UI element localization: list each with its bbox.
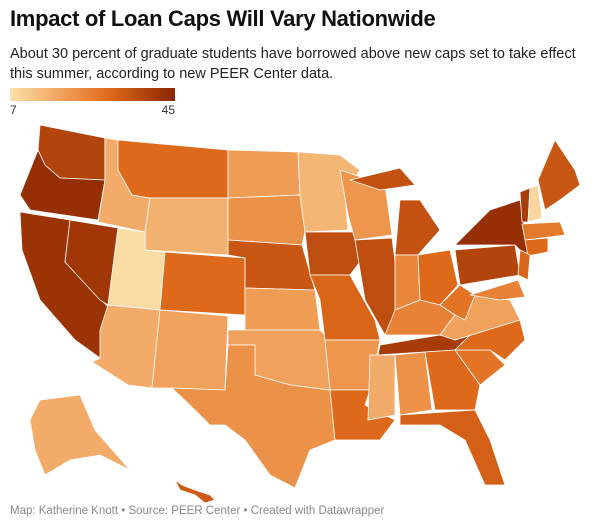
- state-HI[interactable]: HI: 33: [174, 479, 216, 504]
- state-AL[interactable]: AL: 22: [394, 351, 433, 416]
- state-PA[interactable]: PA: 38: [454, 244, 521, 286]
- state-NC[interactable]: NC: 30: [454, 319, 526, 361]
- legend-gradient: [10, 88, 175, 101]
- state-IA[interactable]: IA: 36: [304, 231, 366, 276]
- state-NV[interactable]: NV: 41: [64, 219, 119, 306]
- state-NH[interactable]: NH: 9: [527, 184, 543, 223]
- legend-max: 45: [161, 103, 175, 117]
- state-MI[interactable]: MI: 35: [348, 167, 416, 191]
- state-AK[interactable]: AK: 17: [29, 394, 131, 476]
- state-MD[interactable]: MD: 25: [469, 279, 526, 301]
- state-NJ[interactable]: NJ: 31: [517, 249, 531, 281]
- state-NM[interactable]: NM: 19: [151, 309, 229, 391]
- state-KS[interactable]: KS: 20: [244, 287, 321, 331]
- state-GA[interactable]: GA: 30: [424, 349, 481, 411]
- state-MS[interactable]: MS: 17: [367, 354, 396, 421]
- chart-subtitle: About 30 percent of graduate students ha…: [10, 46, 576, 82]
- state-CO[interactable]: CO: 30: [159, 251, 246, 316]
- legend-min: 7: [10, 103, 17, 117]
- state-MA[interactable]: MA: 27: [521, 221, 566, 241]
- state-CT[interactable]: CT: 30: [524, 237, 549, 257]
- state-SD[interactable]: SD: 22: [227, 194, 306, 246]
- state-MT[interactable]: MT: 30: [117, 139, 229, 199]
- state-WV[interactable]: WV: 28: [439, 284, 476, 321]
- state-TX[interactable]: TX: 22: [170, 344, 336, 489]
- state-OH[interactable]: OH: 30: [417, 249, 459, 306]
- state-WY[interactable]: WY: 16: [144, 197, 229, 256]
- footer-credits: Map: Katherine Knott • Source: PEER Cent…: [10, 505, 385, 517]
- state-FL[interactable]: FL: 32: [399, 409, 506, 486]
- state-ND[interactable]: ND: 20: [227, 149, 301, 199]
- state-MI[interactable]: MI: 35: [394, 199, 441, 256]
- color-legend: 7 45: [10, 88, 175, 117]
- state-ME[interactable]: ME: 34: [537, 139, 581, 211]
- chart-title: Impact of Loan Caps Will Vary Nationwide: [10, 6, 436, 31]
